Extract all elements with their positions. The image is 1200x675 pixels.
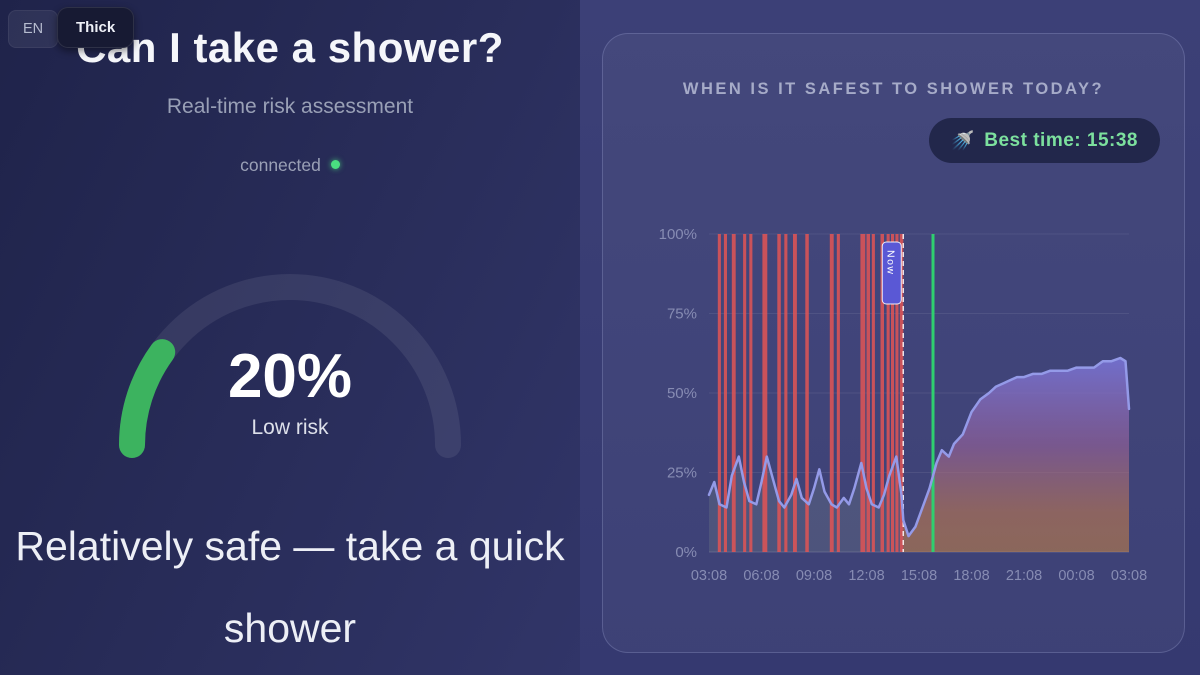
risk-gauge: 20% Low risk [105, 250, 475, 460]
left-panel: EN Thick Can I take a shower? Real-time … [0, 0, 580, 675]
y-axis-label: 75% [667, 306, 697, 323]
danger-bar [860, 234, 866, 552]
x-axis-label: 03:08 [691, 568, 727, 584]
danger-bar [871, 234, 875, 552]
best-time-label: Best time: 15:38 [984, 129, 1138, 151]
danger-bar [899, 234, 904, 552]
y-axis-label: 100% [659, 226, 697, 243]
danger-bar [793, 234, 797, 552]
danger-bar [731, 234, 736, 552]
danger-bar [880, 234, 884, 552]
danger-bar [743, 234, 747, 552]
page-title: Can I take a shower? [76, 24, 504, 71]
gauge-fill-arc [119, 274, 461, 458]
x-axis-label: 00:08 [1058, 568, 1094, 584]
y-axis-label: 25% [667, 465, 697, 482]
x-axis-label: 06:08 [743, 568, 779, 584]
x-axis-label: 03:08 [1111, 568, 1147, 584]
now-marker-badge: Now [881, 241, 902, 305]
x-axis-label: 21:08 [1006, 568, 1042, 584]
chart-title: WHEN IS IT SAFEST TO SHOWER TODAY? [682, 80, 1105, 98]
x-axis-label: 18:08 [953, 568, 989, 584]
now-badge-background [881, 241, 902, 305]
x-axis-label: 15:08 [901, 568, 937, 584]
verdict-text: Relatively safe — take a quick shower [15, 523, 565, 651]
shower-icon: 🚿 [950, 130, 975, 152]
connection-status-dot-icon [330, 160, 340, 169]
page-subtitle: Real-time risk assessment [166, 95, 414, 118]
danger-bar [805, 234, 809, 552]
danger-bar [784, 234, 788, 552]
x-axis-label: 12:08 [848, 568, 884, 584]
risk-chart: 0% 25% 50% 75% 100% 03:08 06:08 09:08 12:08 15:08… [659, 226, 1148, 584]
y-axis-label: 0% [675, 544, 697, 561]
danger-bar [749, 234, 753, 552]
danger-bar [717, 234, 721, 552]
risk-level-label: Low risk [251, 416, 329, 439]
risk-percent-value: 20% [227, 342, 353, 411]
thickness-toggle-button[interactable]: Thick [57, 7, 135, 48]
danger-bar [829, 234, 834, 552]
language-toggle-button[interactable]: EN [8, 10, 59, 48]
danger-bar [866, 234, 870, 552]
gauge-center-text: 20% Low risk [105, 250, 475, 460]
y-axis-label: 50% [667, 385, 697, 402]
danger-bar [836, 234, 840, 552]
risk-area-forecast [903, 358, 1129, 552]
x-axis-label: 09:08 [796, 568, 832, 584]
connection-status: connected [0, 155, 580, 176]
danger-bar [777, 234, 781, 552]
danger-bar [886, 234, 890, 552]
risk-gauge-arc [119, 274, 461, 458]
danger-bar [891, 234, 895, 552]
right-panel: WHEN IS IT SAFEST TO SHOWER TODAY? 🚿 Bes… [580, 0, 1200, 675]
risk-line [707, 356, 1131, 538]
connection-status-label: connected [240, 155, 321, 175]
forecast-card: WHEN IS IT SAFEST TO SHOWER TODAY? 🚿 Bes… [602, 33, 1185, 653]
chart-plot-area: 0% 25% 50% 75% 100% 03:08 06:08 09:08 12:08 15:08… [659, 226, 1148, 584]
danger-bar [723, 234, 727, 552]
danger-bar [895, 234, 899, 552]
danger-bar [762, 234, 768, 552]
now-marker-label: Now [884, 250, 896, 276]
best-time-badge: 🚿 Best time: 15:38 [928, 118, 1160, 163]
